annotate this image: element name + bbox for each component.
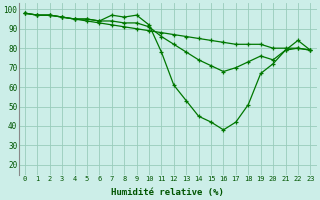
- X-axis label: Humidité relative (%): Humidité relative (%): [111, 188, 224, 197]
